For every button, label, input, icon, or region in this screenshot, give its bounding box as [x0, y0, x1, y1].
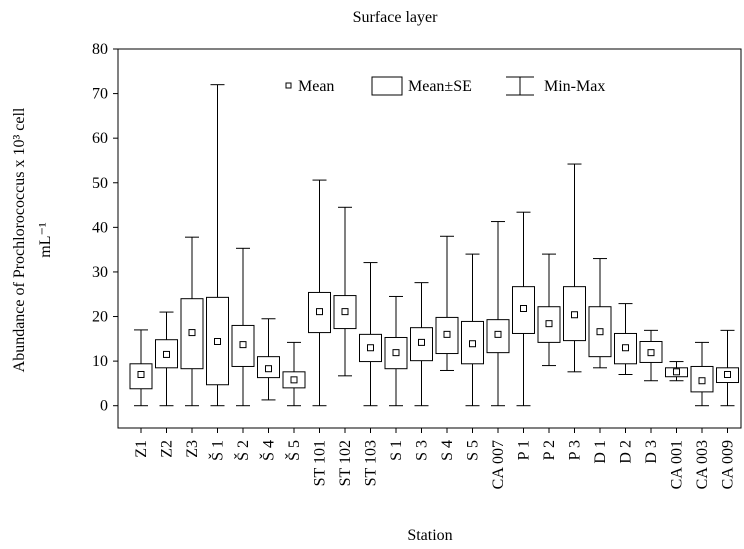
x-tick-label: CA 009 [720, 440, 737, 489]
mean-marker [290, 376, 298, 384]
y-tick-label: 50 [92, 175, 108, 192]
mean-marker [137, 370, 145, 378]
mean-marker [571, 311, 578, 319]
mean-marker [596, 328, 604, 336]
y-tick-label: 70 [92, 86, 108, 103]
legend-mean-icon [285, 82, 292, 89]
x-tick-label: Š 2 [233, 440, 252, 461]
mean-marker [265, 365, 272, 373]
x-tick-label: S 3 [414, 440, 431, 461]
y-axis-title: Abundance of Prochlorococcus x 10³ cell [11, 107, 28, 372]
y-axis-title: mL⁻¹ [37, 222, 54, 258]
x-tick-label: Š 1 [208, 440, 227, 461]
x-tick-label: S 4 [439, 440, 456, 461]
mean-marker [392, 349, 400, 357]
mean-marker [214, 337, 221, 345]
x-tick-label: P 3 [567, 440, 584, 460]
x-tick-label: D 3 [643, 440, 660, 464]
mean-marker [494, 330, 502, 338]
mean-marker [239, 341, 247, 349]
plot-frame [117, 48, 742, 429]
x-tick-label: ST 102 [337, 440, 354, 486]
x-tick-label: CA 003 [694, 440, 711, 489]
x-tick-label: CA 007 [490, 440, 507, 489]
mean-marker [418, 338, 425, 346]
x-tick-label: Z2 [159, 440, 176, 458]
y-tick-label: 40 [92, 219, 108, 236]
mean-marker [647, 349, 655, 357]
legend-label: Min-Max [544, 78, 605, 95]
y-tick-label: 30 [92, 264, 108, 281]
x-tick-label: Š 4 [259, 440, 278, 461]
legend-label: Mean [298, 78, 334, 95]
mean-marker [622, 344, 629, 352]
x-tick-label: S 1 [388, 440, 405, 461]
y-tick-label: 10 [92, 353, 108, 370]
mean-marker [316, 308, 323, 316]
x-tick-label: Z1 [133, 440, 150, 458]
x-tick-label: Š 5 [284, 440, 303, 461]
x-tick-label: ST 103 [363, 440, 380, 486]
y-tick-label: 20 [92, 309, 108, 326]
mean-marker [163, 350, 170, 358]
x-tick-label: S 5 [465, 440, 482, 461]
y-tick-label: 60 [92, 130, 108, 147]
x-axis-title: Station [407, 527, 452, 544]
mean-marker [520, 305, 527, 313]
mean-marker [724, 370, 731, 378]
chart-title: Surface layer [353, 9, 439, 26]
x-tick-label: P 1 [516, 440, 533, 460]
mean-marker [469, 340, 476, 348]
legend-label: Mean±SE [408, 78, 472, 95]
x-tick-label: D 1 [592, 440, 609, 464]
x-tick-label: CA 001 [669, 440, 686, 489]
x-tick-label: D 2 [618, 440, 635, 464]
mean-marker [698, 377, 706, 385]
mean-marker [443, 330, 451, 338]
mean-marker [341, 308, 349, 316]
y-tick-label: 80 [92, 41, 108, 58]
mean-marker [545, 320, 553, 328]
mean-marker [188, 329, 196, 337]
legend-se-icon [371, 76, 403, 96]
y-tick-label: 0 [100, 398, 108, 415]
x-tick-label: Z3 [184, 440, 201, 458]
mean-marker [367, 344, 374, 352]
x-tick-label: P 2 [541, 440, 558, 460]
mean-marker [673, 368, 680, 376]
x-tick-label: ST 101 [312, 440, 329, 486]
